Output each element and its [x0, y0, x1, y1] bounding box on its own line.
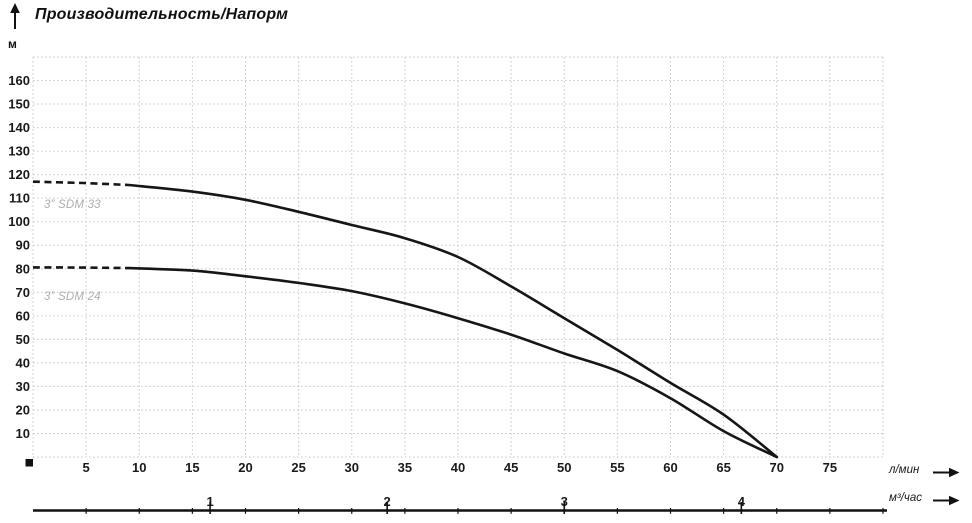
origin-marker [25, 459, 33, 467]
x-tick-label-lmin: 15 [185, 460, 199, 475]
y-tick-label: 70 [16, 285, 30, 300]
series-label-sdm33: 3” SDM 33 [44, 199, 101, 211]
chart-title: Производительность/Напорм [35, 6, 289, 23]
x-tick-label-lmin: 5 [83, 460, 90, 475]
curve-dashed-sdm33 [32, 180, 129, 187]
x-tick-label-lmin: 25 [291, 460, 305, 475]
x-tick-label-m3h: 1 [206, 494, 213, 509]
x-axis-unit-lmin: л/мин [889, 464, 920, 476]
x-tick-label-lmin: 30 [345, 460, 359, 475]
y-tick-label: 110 [9, 191, 30, 206]
y-tick-label: 10 [16, 426, 30, 441]
y-tick-label: 20 [16, 402, 30, 417]
y-tick-label: 40 [16, 355, 30, 370]
x-tick-label-lmin: 35 [398, 460, 412, 475]
y-tick-label: 130 [8, 144, 30, 159]
right-arrow-icon [933, 495, 960, 506]
y-tick-label: 80 [16, 261, 30, 276]
x-tick-label-lmin: 65 [716, 460, 730, 475]
y-tick-label: 120 [8, 167, 30, 182]
series-label-sdm24: 3” SDM 24 [44, 291, 101, 303]
x-tick-label-lmin: 55 [610, 460, 624, 475]
x-tick-label-lmin: 20 [238, 460, 252, 475]
curve-sdm24 [127, 266, 779, 459]
x-tick-label-lmin: 10 [132, 460, 146, 475]
y-tick-label: 90 [16, 238, 30, 253]
x-tick-label-lmin: 70 [770, 460, 784, 475]
x-axis-unit-m3h: м³/час [889, 492, 923, 504]
y-tick-label: 140 [8, 120, 30, 135]
x-tick-label-m3h: 4 [738, 494, 746, 509]
y-axis-up-arrow-icon [10, 3, 20, 29]
y-tick-label: 30 [16, 379, 30, 394]
x-tick-label-lmin: 50 [557, 460, 571, 475]
y-tick-label: 50 [16, 332, 30, 347]
curve-dashed-sdm24 [32, 266, 129, 270]
y-tick-label: 60 [16, 308, 30, 323]
x-tick-label-lmin: 60 [663, 460, 677, 475]
y-tick-label: 150 [8, 97, 30, 112]
x-tick-label-m3h: 3 [561, 494, 568, 509]
x-tick-label-lmin: 75 [823, 460, 837, 475]
y-axis-unit-label: м [8, 37, 17, 51]
curve-sdm33 [127, 183, 779, 459]
x-tick-label-lmin: 45 [504, 460, 518, 475]
right-arrow-icon [933, 467, 960, 478]
x-tick-label-m3h: 2 [384, 494, 391, 509]
x-tick-label-lmin: 40 [451, 460, 465, 475]
y-tick-label: 160 [8, 73, 30, 88]
y-tick-label: 100 [8, 214, 30, 229]
